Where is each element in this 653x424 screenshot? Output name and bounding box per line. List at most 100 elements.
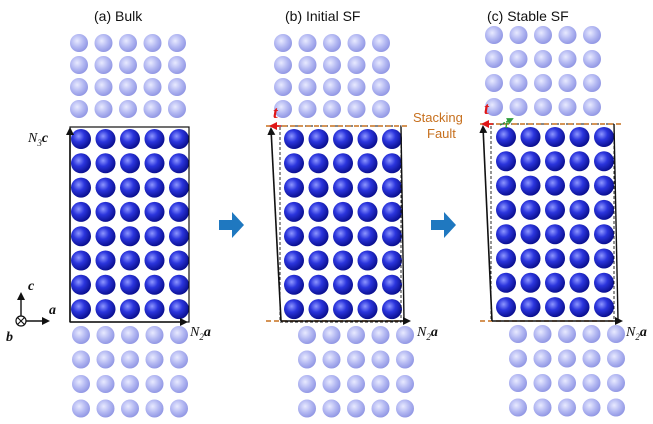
- ghost-atom: [298, 350, 316, 369]
- ghost-atom: [485, 98, 503, 116]
- panel-a-n3c-label: N3c: [27, 131, 49, 148]
- bulk-atom: [120, 226, 140, 247]
- ghost-atom: [558, 398, 576, 417]
- triad-c-label: c: [28, 279, 35, 294]
- bulk-atom: [382, 201, 402, 222]
- ghost-atom: [322, 399, 341, 418]
- bulk-atom: [520, 175, 541, 196]
- bulk-atom: [569, 151, 590, 172]
- bulk-atom: [357, 201, 378, 222]
- ghost-atom: [396, 399, 414, 418]
- panel-b-atoms: [274, 34, 414, 418]
- bulk-atom: [284, 250, 304, 271]
- panel-c-t-prime-vector-arrow: [499, 118, 514, 126]
- ghost-atom: [168, 78, 186, 96]
- ghost-atom: [96, 326, 115, 344]
- bulk-atom: [545, 297, 565, 318]
- bulk-atom: [496, 224, 516, 245]
- ghost-atom: [70, 34, 88, 52]
- bulk-atom: [520, 127, 541, 147]
- bulk-atom: [308, 153, 329, 174]
- ghost-atom: [347, 78, 366, 96]
- ghost-atom: [372, 78, 390, 96]
- ghost-atom: [558, 98, 577, 116]
- ghost-atom: [583, 74, 601, 92]
- bulk-atom: [569, 127, 590, 147]
- bulk-atom: [496, 297, 516, 318]
- bulk-atom: [308, 129, 329, 149]
- ghost-atom: [372, 100, 390, 118]
- bulk-atom: [496, 199, 516, 220]
- bulk-atom: [71, 201, 91, 222]
- bulk-atom: [71, 129, 91, 149]
- ghost-atom: [396, 326, 414, 344]
- bulk-atom: [520, 224, 541, 245]
- ghost-atom: [582, 349, 601, 368]
- bulk-atom: [71, 226, 91, 247]
- ghost-atom: [323, 100, 341, 118]
- ghost-atom: [323, 34, 341, 52]
- bulk-atom: [594, 175, 614, 196]
- panel-c-n3c-t-vector: [479, 125, 493, 322]
- bulk-atom: [144, 177, 165, 198]
- bulk-atom: [357, 153, 378, 174]
- bulk-atom: [120, 201, 140, 222]
- bulk-atom: [520, 151, 541, 172]
- ghost-atom: [534, 50, 552, 68]
- bulk-atom: [308, 177, 329, 198]
- ghost-atom: [534, 74, 552, 92]
- ghost-atom: [323, 56, 341, 74]
- transition-arrow-1: [219, 212, 244, 238]
- bulk-atom: [144, 226, 165, 247]
- ghost-atom: [94, 34, 113, 52]
- transition-arrow-2: [431, 212, 456, 238]
- ghost-atom: [607, 349, 625, 368]
- ghost-atom: [72, 326, 90, 344]
- ghost-atom: [121, 350, 139, 369]
- ghost-atom: [145, 350, 164, 369]
- bulk-atom: [169, 274, 189, 295]
- ghost-atom: [145, 326, 164, 344]
- bulk-atom: [520, 297, 541, 318]
- bulk-atom: [95, 250, 116, 271]
- ghost-atom: [509, 50, 528, 68]
- bulk-atom: [284, 129, 304, 149]
- ghost-atom: [96, 350, 115, 369]
- panel-a-title: (a) Bulk: [94, 8, 143, 24]
- ghost-atom: [396, 375, 414, 393]
- ghost-atom: [371, 375, 390, 393]
- ghost-atom: [170, 350, 188, 369]
- bulk-atom: [308, 201, 329, 222]
- panel-b-n2a-label: N2a: [416, 325, 438, 342]
- bulk-atom: [169, 153, 189, 174]
- triad-b-label: b: [6, 330, 13, 345]
- bulk-atom: [594, 199, 614, 220]
- ghost-atom: [607, 325, 625, 343]
- bulk-atom: [357, 177, 378, 198]
- bulk-atom: [169, 129, 189, 149]
- ghost-atom: [582, 398, 601, 417]
- bulk-atom: [95, 226, 116, 247]
- bulk-atom: [308, 250, 329, 271]
- ghost-atom: [558, 374, 576, 392]
- ghost-atom: [143, 56, 162, 74]
- ghost-atom: [607, 374, 625, 392]
- ghost-atom: [583, 98, 601, 116]
- bulk-atom: [284, 177, 304, 198]
- panel-c-t-prime-label: t': [505, 119, 511, 131]
- ghost-atom: [145, 375, 164, 393]
- bulk-atom: [333, 153, 353, 174]
- ghost-atom: [168, 100, 186, 118]
- bulk-atom: [144, 129, 165, 149]
- bulk-atom: [120, 129, 140, 149]
- ghost-atom: [323, 78, 341, 96]
- ghost-atom: [558, 349, 576, 368]
- bulk-atom: [357, 299, 378, 320]
- bulk-atom: [545, 199, 565, 220]
- bulk-atom: [357, 129, 378, 149]
- stacking-fault-label-line2: Fault: [427, 126, 456, 141]
- ghost-atom: [298, 78, 317, 96]
- triad-a-label: a: [49, 303, 56, 318]
- ghost-atom: [170, 399, 188, 418]
- ghost-atom: [372, 56, 390, 74]
